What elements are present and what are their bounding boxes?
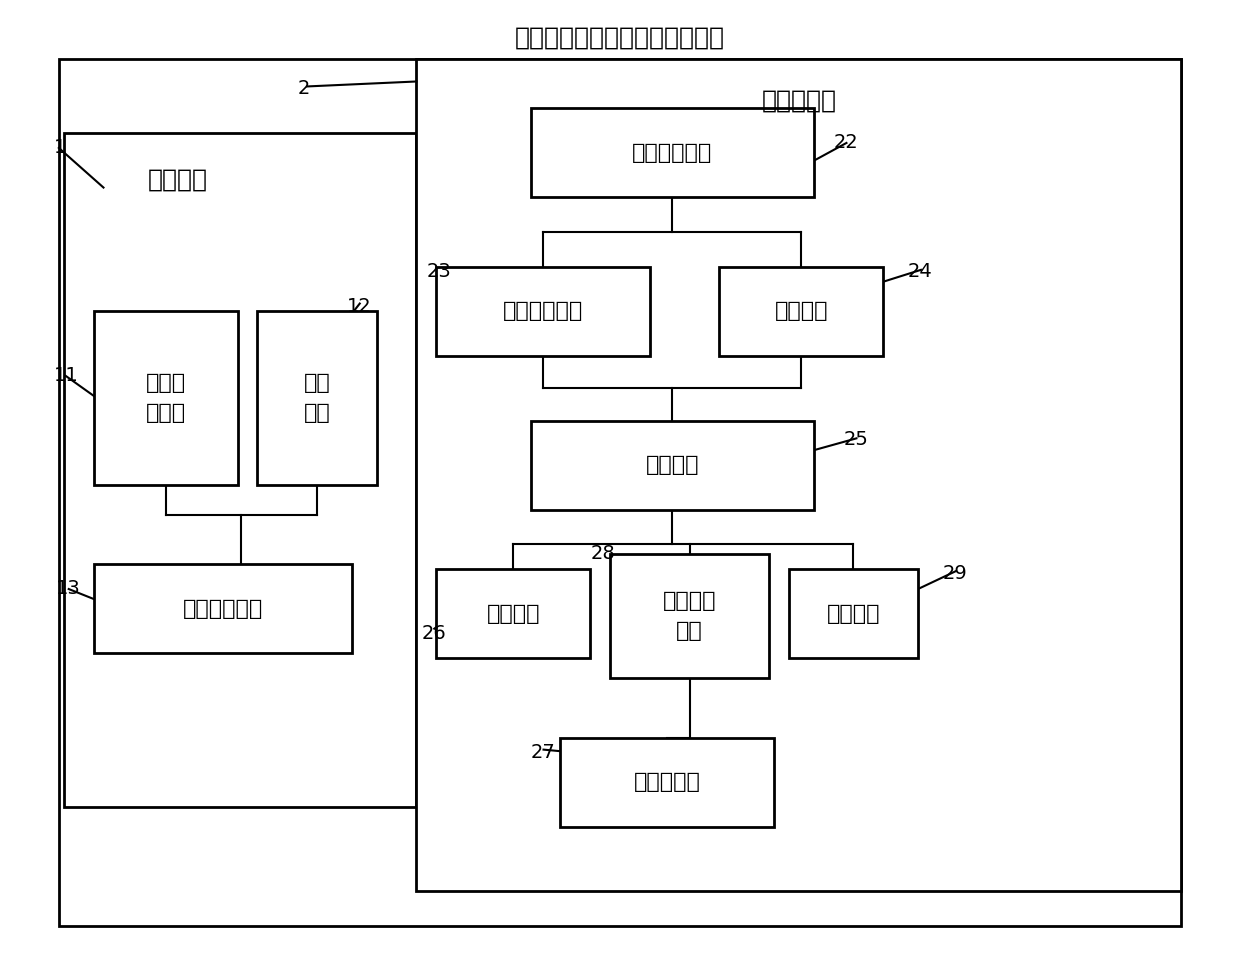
- Text: 无人机系统: 无人机系统: [761, 88, 836, 112]
- Text: 图像识别
装置: 图像识别 装置: [662, 591, 717, 641]
- Bar: [789, 569, 918, 658]
- Bar: [531, 108, 813, 197]
- Bar: [719, 267, 883, 356]
- Bar: [63, 133, 417, 807]
- Bar: [436, 569, 590, 658]
- Text: 导航装置: 导航装置: [775, 301, 828, 322]
- Text: 22: 22: [833, 133, 858, 152]
- Text: 11: 11: [53, 366, 78, 385]
- Bar: [93, 311, 238, 485]
- Text: 13: 13: [56, 579, 81, 598]
- Text: 24: 24: [908, 262, 932, 281]
- Bar: [560, 738, 774, 827]
- Text: 12: 12: [347, 297, 372, 316]
- Text: 一种基于无人机的呼叫导航系统: 一种基于无人机的呼叫导航系统: [515, 26, 725, 50]
- Text: 29: 29: [942, 565, 967, 583]
- Text: 信号接收装置: 信号接收装置: [632, 143, 712, 163]
- Bar: [93, 565, 352, 654]
- Text: 全景摄像头: 全景摄像头: [634, 772, 701, 792]
- Text: 26: 26: [422, 624, 446, 643]
- Text: 呼叫系统: 呼叫系统: [148, 167, 208, 191]
- Text: 23: 23: [427, 262, 451, 281]
- Bar: [531, 420, 813, 510]
- Text: 第一定
位装置: 第一定 位装置: [145, 373, 186, 423]
- Text: 1: 1: [53, 138, 66, 157]
- Text: 25: 25: [843, 431, 868, 450]
- Text: 控制装置: 控制装置: [645, 456, 699, 475]
- Text: 信号发送装置: 信号发送装置: [182, 599, 263, 619]
- Text: 获取
装置: 获取 装置: [304, 373, 330, 423]
- Bar: [258, 311, 377, 485]
- Bar: [417, 58, 1182, 891]
- Bar: [610, 554, 769, 679]
- Bar: [436, 267, 650, 356]
- Text: 第二定位装置: 第二定位装置: [503, 301, 583, 322]
- Text: 27: 27: [531, 743, 556, 762]
- Text: 报警装置: 报警装置: [827, 604, 880, 624]
- Text: 2: 2: [298, 78, 310, 98]
- Text: 28: 28: [590, 545, 615, 564]
- Text: 探测装置: 探测装置: [486, 604, 539, 624]
